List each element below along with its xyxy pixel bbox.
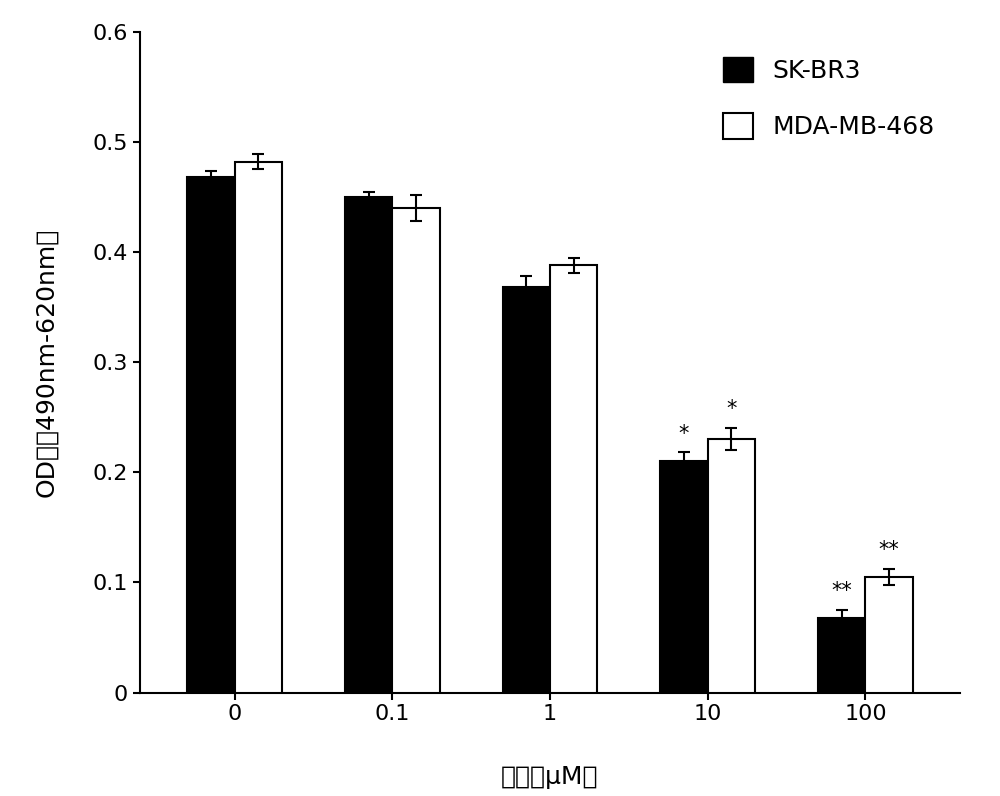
Text: OD値（490nm-620nm）: OD値（490nm-620nm） (34, 228, 58, 497)
Bar (660, 462, 708, 693)
Text: **: ** (831, 581, 852, 601)
Bar (392, 208, 440, 693)
Bar (708, 439, 755, 693)
Bar (345, 197, 392, 693)
Text: **: ** (879, 540, 899, 560)
Bar (550, 265, 597, 693)
Bar (818, 618, 865, 693)
Text: *: * (679, 423, 689, 443)
Text: 浓度（μM）: 浓度（μM） (501, 765, 599, 789)
Bar (865, 577, 913, 693)
Text: *: * (726, 400, 737, 419)
Bar (187, 178, 235, 693)
Bar (235, 162, 282, 693)
Bar (503, 287, 550, 693)
Legend: SK-BR3, MDA-MB-468: SK-BR3, MDA-MB-468 (710, 45, 948, 152)
